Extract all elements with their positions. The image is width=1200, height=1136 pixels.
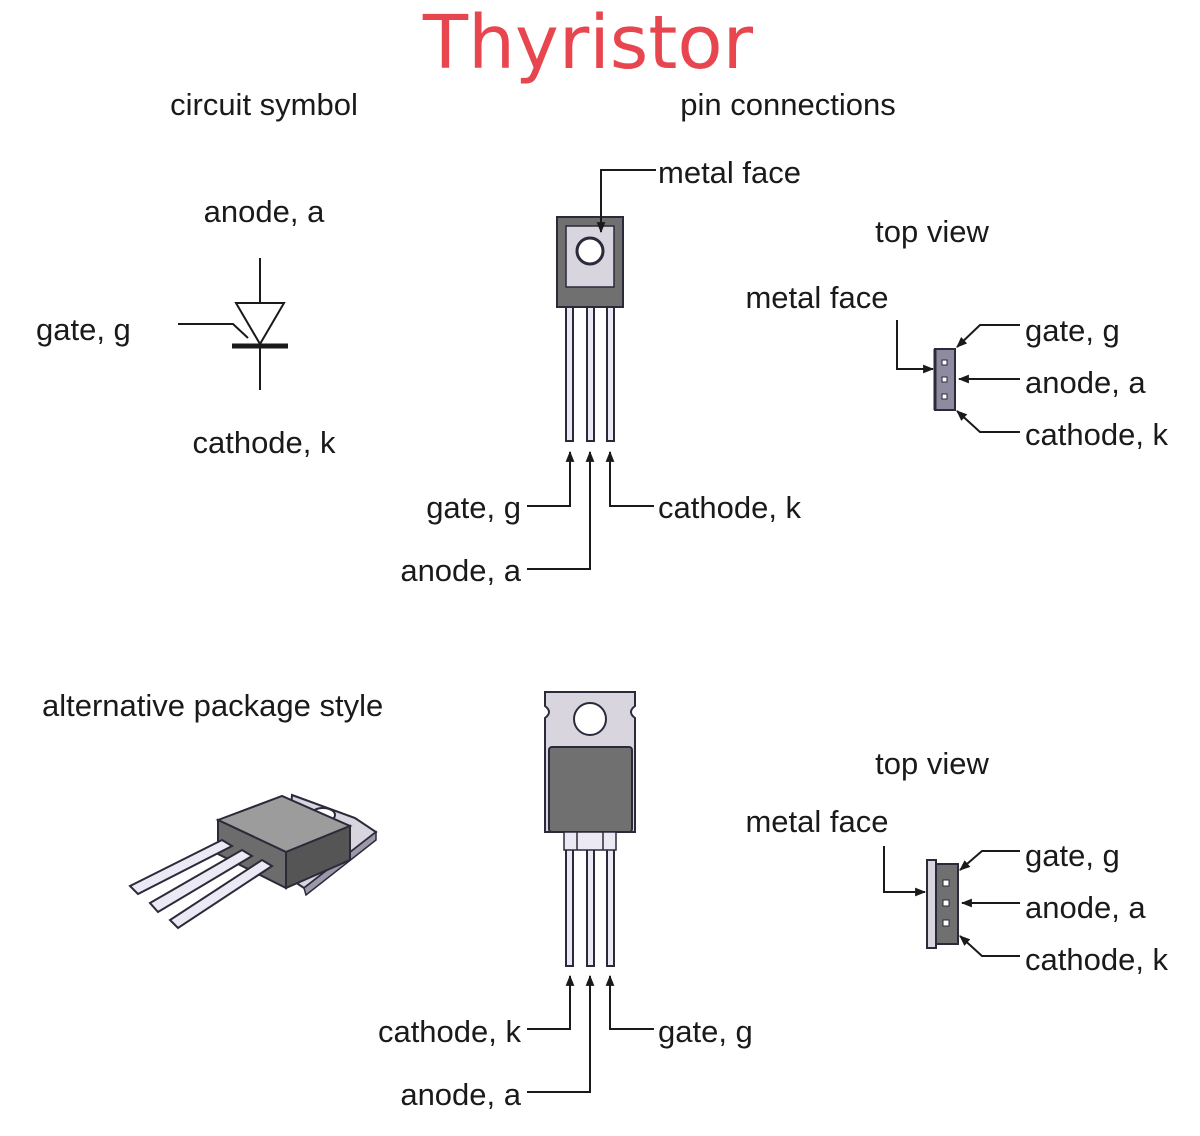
top-view-2-package <box>926 859 959 949</box>
circuit-symbol-section: circuit symbol anode, a gate, g cathode,… <box>36 87 358 460</box>
top-view-1-cathode-label: cathode, k <box>1025 417 1169 452</box>
pin-cathode <box>606 306 615 442</box>
top-view-2-anode-label: anode, a <box>1025 890 1146 925</box>
top-view-2-cathode-label: cathode, k <box>1025 942 1169 977</box>
mounting-hole <box>575 236 605 266</box>
pin2-gate <box>606 831 615 967</box>
pin-anode <box>586 306 595 442</box>
top-view-2-gate-label: gate, g <box>1025 838 1120 873</box>
pin-connections-heading: pin connections <box>680 87 895 122</box>
package2-cathode-label: cathode, k <box>378 1014 522 1049</box>
symbol-gate-label: gate, g <box>36 312 131 347</box>
top-view-1-package <box>933 348 956 411</box>
package2-body <box>544 691 636 967</box>
package1-body <box>556 216 624 442</box>
alternative-package-section: alternative package style <box>42 688 383 930</box>
alternative-heading: alternative package style <box>42 688 383 723</box>
pin2-anode <box>586 831 595 967</box>
top-view-2-heading: top view <box>875 746 989 781</box>
top-view-2-section: top view metal face gate, g anode, a cat… <box>745 746 1168 977</box>
pin-connections-section: pin connections metal face gate, g anode… <box>400 87 895 588</box>
package1-gate-label: gate, g <box>426 490 521 525</box>
pin2-cathode <box>565 831 574 967</box>
symbol-anode-label: anode, a <box>204 194 325 229</box>
thyristor-symbol <box>178 258 288 390</box>
pin-gate <box>565 306 574 442</box>
package2-gate-label: gate, g <box>658 1014 753 1049</box>
top-view-1-heading: top view <box>875 214 989 249</box>
circuit-symbol-heading: circuit symbol <box>170 87 358 122</box>
package1-anode-label: anode, a <box>400 553 521 588</box>
symbol-cathode-label: cathode, k <box>192 425 336 460</box>
package2-section: cathode, k anode, a gate, g <box>378 691 753 1112</box>
package1-cathode-label: cathode, k <box>658 490 802 525</box>
top-view-1-metal-face-label: metal face <box>745 280 888 315</box>
top-view-1-anode-label: anode, a <box>1025 365 1146 400</box>
mounting-hole-2 <box>573 702 607 736</box>
page-title: Thyristor <box>422 0 754 86</box>
top-view-1-gate-label: gate, g <box>1025 313 1120 348</box>
to220-3d-drawing <box>128 793 378 930</box>
package1-metal-face-label: metal face <box>658 155 801 190</box>
top-view-1-section: top view metal face gate, g anode, a cat… <box>745 214 1168 452</box>
package2-anode-label: anode, a <box>400 1077 521 1112</box>
top-view-2-metal-face-label: metal face <box>745 804 888 839</box>
